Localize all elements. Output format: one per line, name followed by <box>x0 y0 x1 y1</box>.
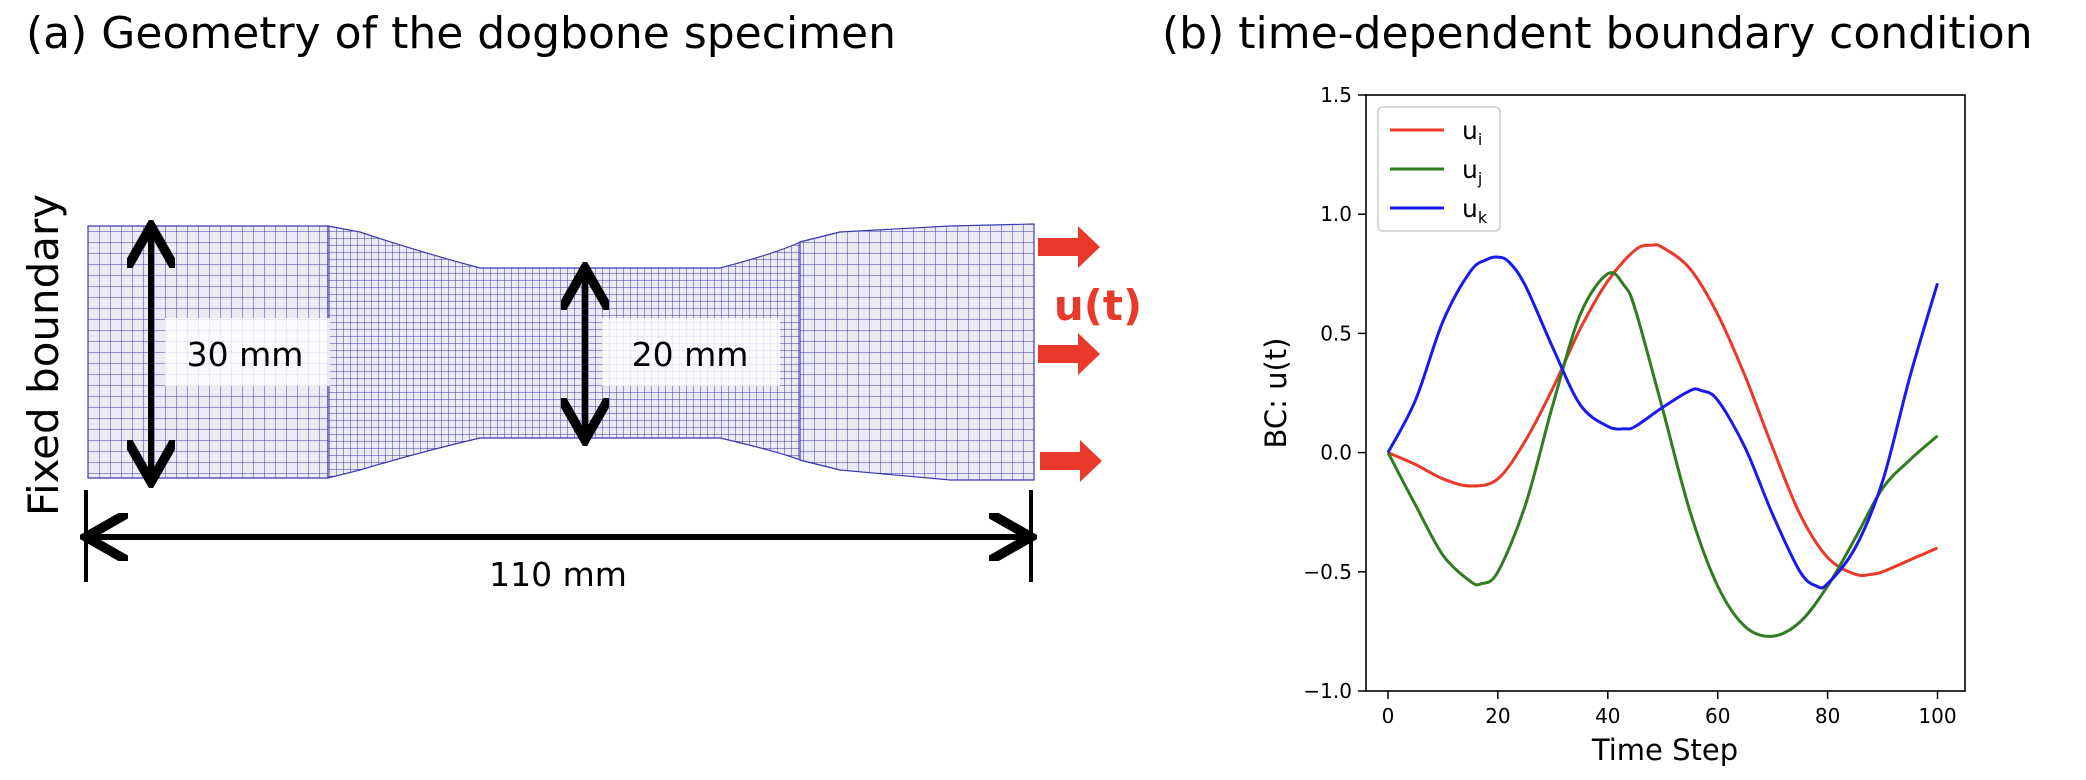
plot-frame <box>1365 94 1966 692</box>
load-arrow-bottom <box>1040 440 1102 482</box>
legend-text-uj: uj <box>1462 155 1482 188</box>
x-tick-label: 0 <box>1382 704 1395 728</box>
legend-sub-ui: i <box>1478 130 1482 149</box>
legend-name-uj: u <box>1462 155 1478 184</box>
fixed-boundary-label: Fixed boundary <box>19 194 68 516</box>
y-tick-label: 0.5 <box>1320 321 1352 345</box>
specimen-right-grip <box>799 223 1035 481</box>
load-arrow-top <box>1038 226 1100 268</box>
dim-center-label: 20 mm <box>632 335 749 374</box>
legend-text-uk: uk <box>1462 194 1488 227</box>
x-tick-label: 20 <box>1485 704 1510 728</box>
x-tick-label: 80 <box>1815 704 1840 728</box>
x-tick-label: 60 <box>1705 704 1730 728</box>
legend-name-ui: u <box>1462 116 1478 145</box>
x-axis-label: Time Step <box>1591 733 1738 767</box>
y-tick-label: 0.0 <box>1320 441 1352 465</box>
y-tick-label: −0.5 <box>1303 560 1352 584</box>
legend-name-uk: u <box>1462 194 1478 223</box>
legend-sub-uj: j <box>1477 169 1482 188</box>
y-tick-label: −1.0 <box>1303 679 1352 703</box>
y-tick-label: 1.0 <box>1320 202 1352 226</box>
legend-sub-uk: k <box>1478 208 1488 227</box>
dim-left-label: 30 mm <box>187 335 304 374</box>
x-tick-label: 100 <box>1918 704 1956 728</box>
panel-a-title: (a) Geometry of the dogbone specimen <box>26 8 896 59</box>
legend: ui uj uk <box>1377 106 1501 232</box>
legend-text-ui: ui <box>1462 116 1482 149</box>
dim-length-label: 110 mm <box>489 555 627 594</box>
series-line-uj <box>1386 271 1939 638</box>
x-tick-label: 40 <box>1595 704 1620 728</box>
series-line-uk <box>1386 255 1939 590</box>
load-label: u(t) <box>1054 281 1142 330</box>
panel-b-title: (b) time-dependent boundary condition <box>1162 8 2033 59</box>
dim-left-label-bg <box>165 318 330 386</box>
series-line-ui <box>1387 243 1939 578</box>
y-tick-label: 1.5 <box>1320 83 1352 107</box>
y-axis-label: BC: u(t) <box>1259 337 1293 448</box>
dim-center-label-bg <box>602 318 780 386</box>
load-arrow-middle <box>1038 333 1100 375</box>
